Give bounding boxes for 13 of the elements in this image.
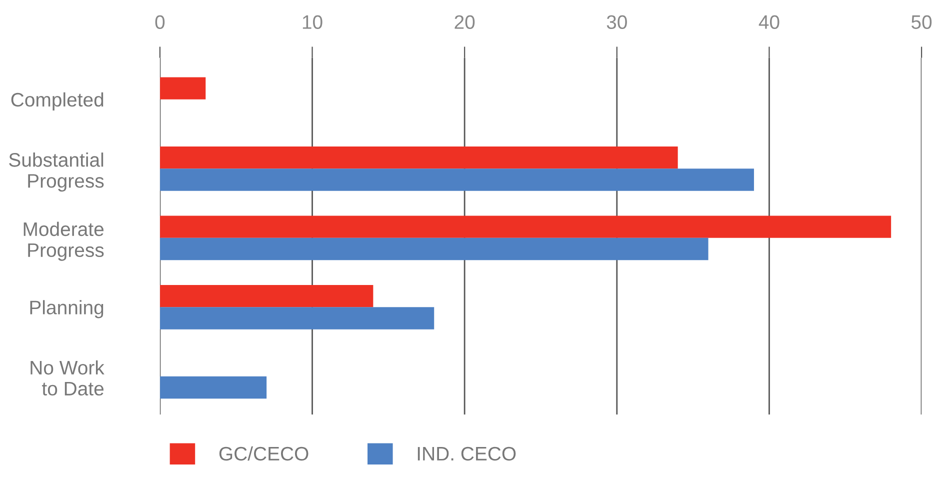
x-tick-label: 30 bbox=[606, 15, 627, 29]
x-tick-label: 0 bbox=[155, 15, 165, 29]
legend-label: GC/CECO bbox=[219, 446, 308, 461]
y-tick-label: No Work to Date bbox=[30, 360, 104, 396]
x-tick-label: 50 bbox=[912, 15, 932, 29]
y-tick-label: Planning bbox=[30, 300, 104, 318]
y-tick-label: Completed bbox=[11, 92, 104, 110]
x-tick-label: 20 bbox=[454, 15, 475, 29]
legend-label: IND. CECO bbox=[418, 446, 516, 461]
y-tick-label: Moderate Progress bbox=[24, 222, 104, 261]
y-tick-label: Substantial Progress bbox=[9, 152, 104, 192]
x-tick-label: 40 bbox=[758, 15, 780, 29]
x-tick-label: 10 bbox=[302, 15, 322, 29]
